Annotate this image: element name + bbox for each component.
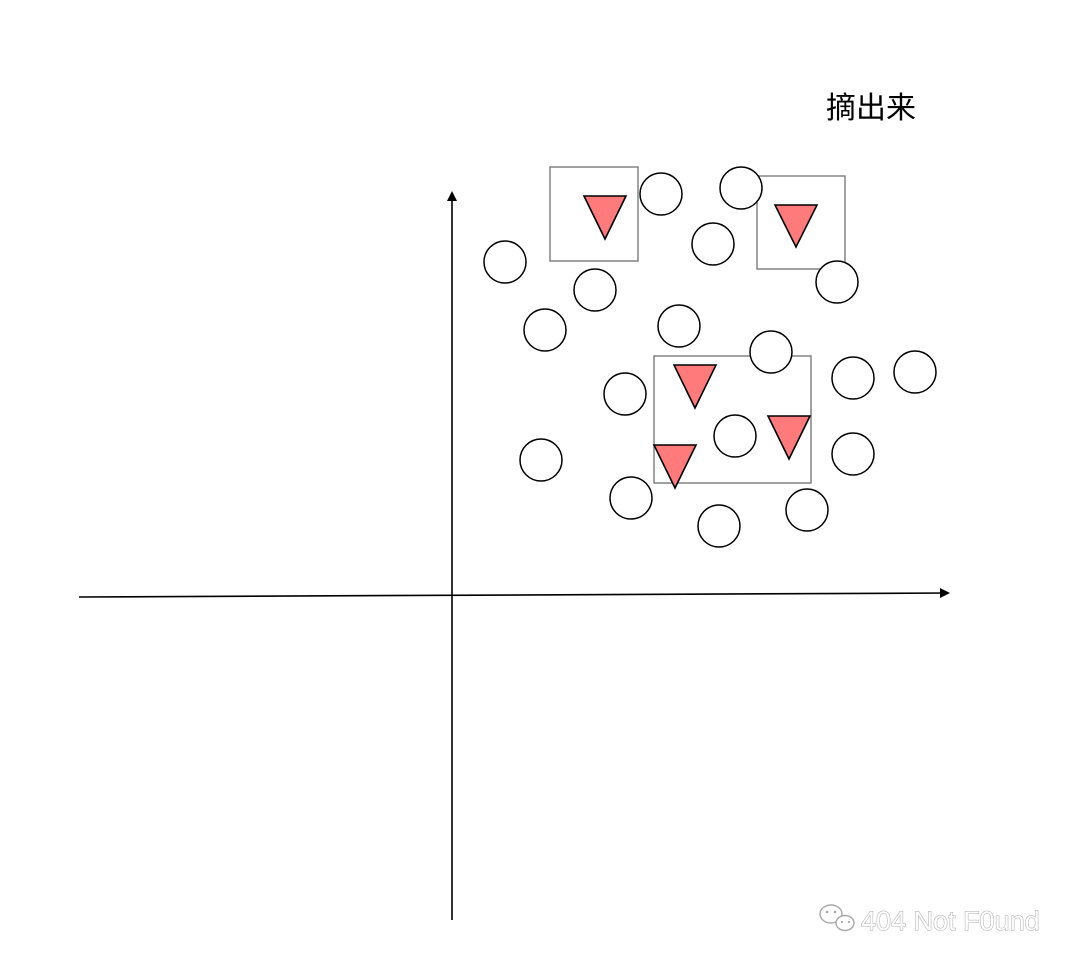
axes xyxy=(78,191,950,920)
annotation-label: 摘出来 xyxy=(826,91,916,126)
watermark-text: 404 Not F0und xyxy=(861,906,1040,936)
circle-node xyxy=(785,488,829,532)
selection-boxes xyxy=(549,166,846,484)
circles xyxy=(483,166,937,548)
circle-node xyxy=(697,504,741,548)
circle-node xyxy=(831,356,875,400)
wechat-icon xyxy=(819,904,855,932)
circle-node xyxy=(523,308,567,352)
circle-node xyxy=(749,330,793,374)
circle-node xyxy=(719,166,763,210)
triangle-node xyxy=(773,204,819,249)
circle-node xyxy=(603,372,647,416)
circle-node xyxy=(639,172,683,216)
circle-node xyxy=(609,476,653,520)
circle-node xyxy=(831,432,875,476)
circle-node xyxy=(815,260,859,304)
circle-node xyxy=(483,240,527,284)
circle-node xyxy=(691,222,735,266)
triangle-node xyxy=(672,364,718,410)
triangle-node xyxy=(652,444,698,490)
selection-box xyxy=(653,355,812,484)
circle-node xyxy=(893,350,937,394)
x-axis xyxy=(78,588,950,599)
triangle-node xyxy=(766,415,812,461)
circle-node xyxy=(713,414,757,458)
circle-node xyxy=(573,268,617,312)
triangle-node xyxy=(582,195,628,241)
circle-node xyxy=(519,438,563,482)
selection-box xyxy=(756,175,846,270)
watermark: 404 Not F0und xyxy=(819,904,1040,937)
triangles xyxy=(582,195,819,490)
selection-box xyxy=(549,166,639,262)
circle-node xyxy=(657,304,701,348)
